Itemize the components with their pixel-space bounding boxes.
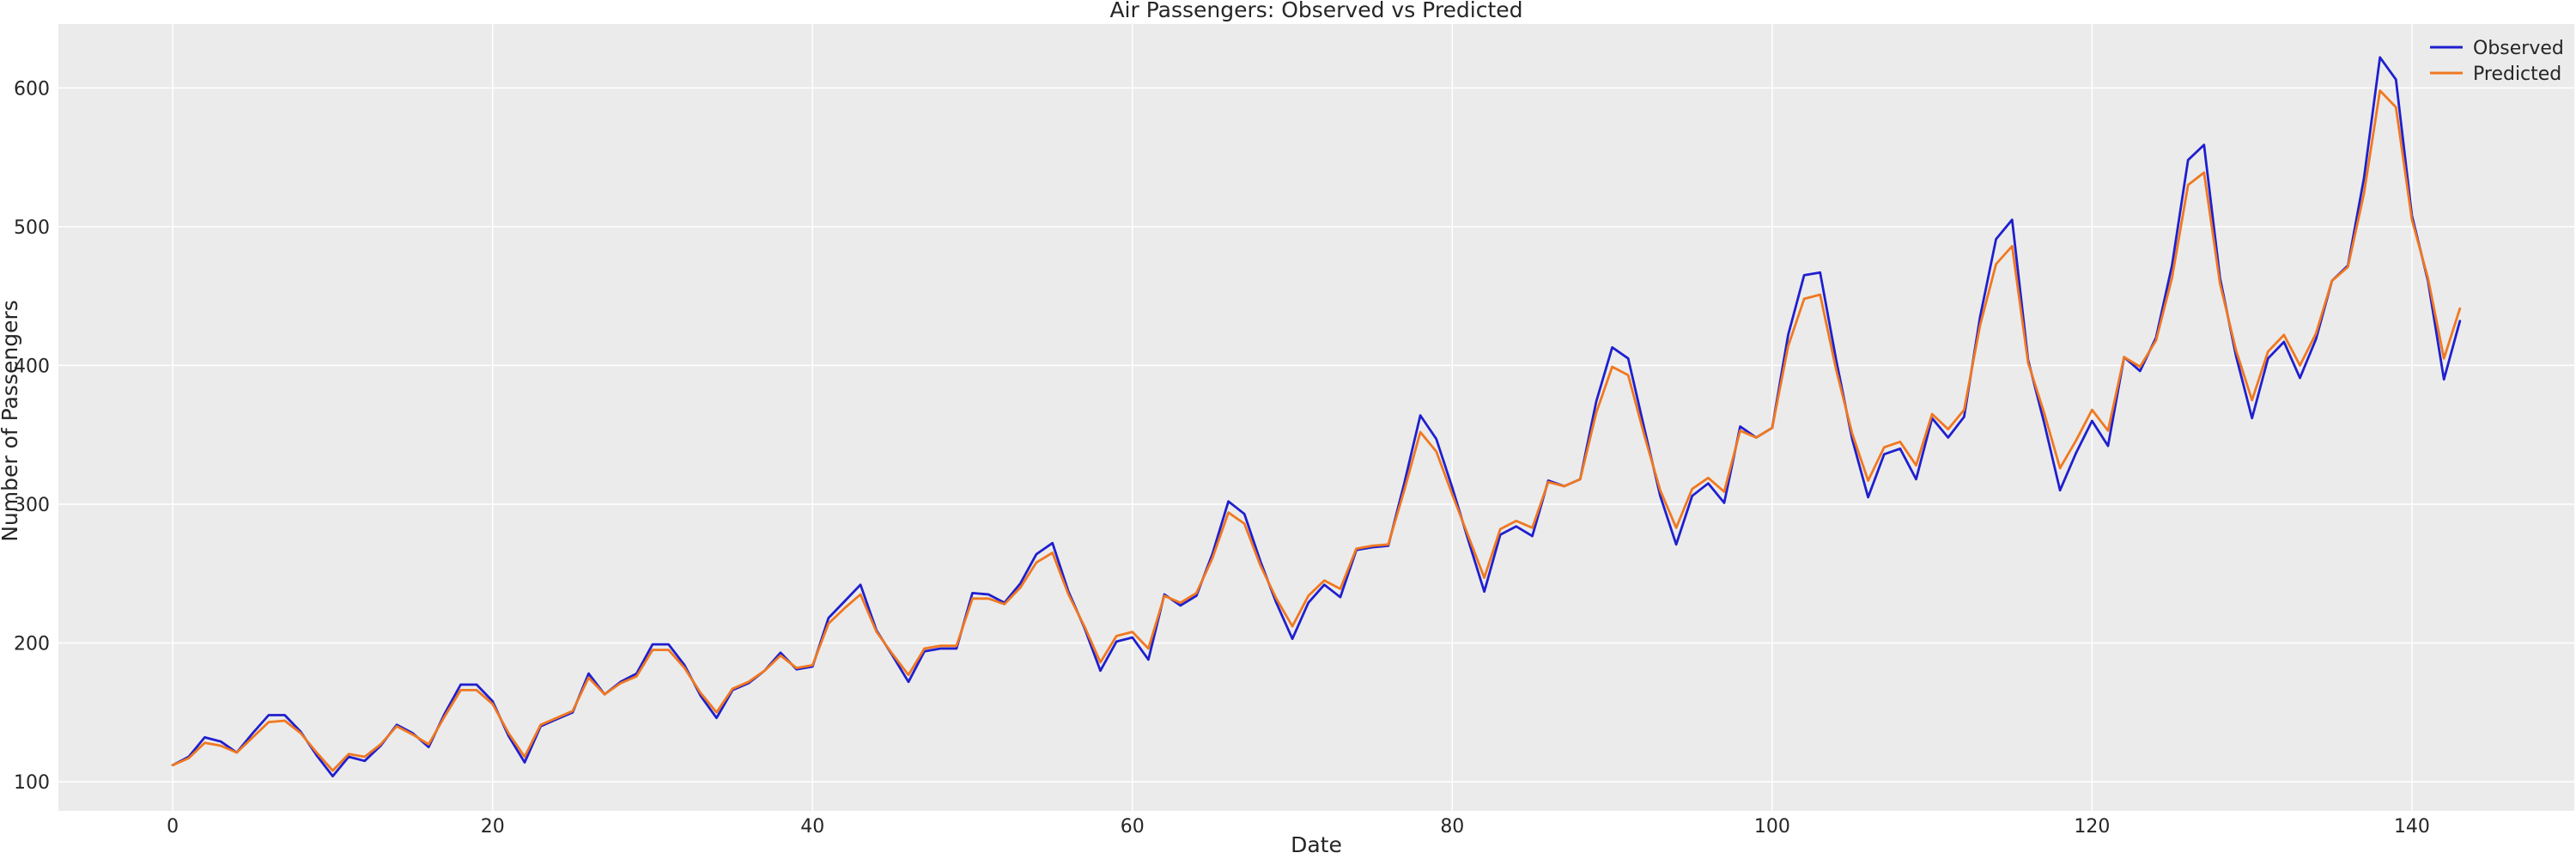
plot-area — [58, 24, 2574, 811]
y-tick-label: 400 — [14, 356, 50, 377]
y-tick-label: 500 — [14, 217, 50, 239]
y-tick-label: 100 — [14, 772, 50, 794]
series-line-predicted — [171, 89, 2462, 772]
chart-title: Air Passengers: Observed vs Predicted — [1109, 0, 1522, 22]
grid — [58, 24, 2574, 811]
x-tick-label: 100 — [1754, 816, 1790, 838]
x-axis-label: Date — [1291, 832, 1342, 857]
x-tick-label: 140 — [2394, 816, 2430, 838]
x-tick-label: 60 — [1121, 816, 1145, 838]
series-line-observed — [171, 56, 2462, 777]
x-axis-ticks: 0 20 40 60 80 100 120 140 — [167, 816, 2430, 838]
y-tick-label: 300 — [14, 495, 50, 516]
x-tick-label: 40 — [800, 816, 824, 838]
series-layer — [171, 56, 2462, 777]
legend-label: Observed — [2473, 38, 2564, 59]
y-tick-label: 200 — [14, 634, 50, 655]
legend: Observed Predicted — [2430, 38, 2564, 85]
x-tick-label: 120 — [2074, 816, 2110, 838]
legend-label: Predicted — [2473, 64, 2561, 85]
y-tick-label: 600 — [14, 78, 50, 100]
x-tick-label: 0 — [167, 816, 179, 838]
x-tick-label: 20 — [481, 816, 505, 838]
y-axis-label: Number of Passengers — [0, 300, 22, 542]
x-tick-label: 80 — [1440, 816, 1464, 838]
y-axis-ticks: 100 200 300 400 500 600 — [14, 78, 50, 794]
